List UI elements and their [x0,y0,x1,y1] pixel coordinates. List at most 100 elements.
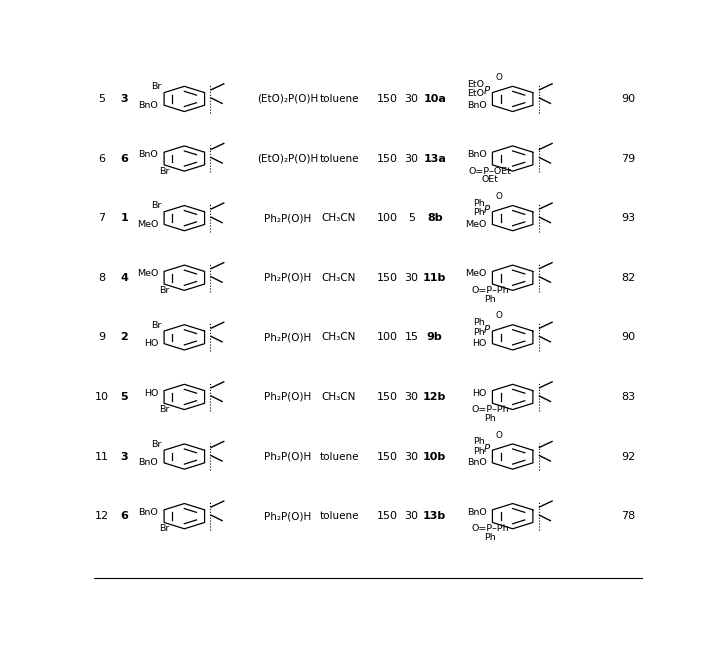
Text: BnO: BnO [467,150,487,159]
Text: 6: 6 [121,511,129,521]
Text: 10b: 10b [423,451,447,462]
Text: (EtO)₂P(O)H: (EtO)₂P(O)H [256,94,318,104]
Text: 2: 2 [121,333,128,342]
Text: MeO: MeO [137,220,158,229]
Text: Ph: Ph [473,318,485,327]
Text: 15: 15 [404,333,419,342]
Text: 1: 1 [121,213,128,223]
Text: BnO: BnO [139,508,158,517]
Text: toluene: toluene [320,511,359,521]
Text: EtO: EtO [467,89,485,98]
Text: 5: 5 [408,213,415,223]
Text: 150: 150 [376,392,397,402]
Text: O=P–Ph: O=P–Ph [472,286,509,295]
Text: Br: Br [159,405,169,415]
Text: P: P [484,443,490,454]
Text: 7: 7 [98,213,106,223]
Text: 12: 12 [95,511,109,521]
Text: toluene: toluene [320,94,359,104]
Text: HO: HO [144,339,158,348]
Text: Ph₂P(O)H: Ph₂P(O)H [264,451,311,462]
Text: EtO: EtO [467,79,485,89]
Text: Br: Br [159,286,169,295]
Text: CH₃CN: CH₃CN [322,273,356,283]
Text: Ph₂P(O)H: Ph₂P(O)H [264,392,311,402]
Text: (EtO)₂P(O)H: (EtO)₂P(O)H [256,154,318,163]
Text: P: P [484,86,490,96]
Text: 9b: 9b [427,333,442,342]
Text: HO: HO [472,339,487,348]
Text: 12b: 12b [423,392,447,402]
Text: 9: 9 [98,333,106,342]
Text: 30: 30 [404,511,419,521]
Text: 78: 78 [621,511,635,521]
Text: 6: 6 [121,154,129,163]
Text: Ph: Ph [473,447,485,456]
Text: 83: 83 [621,392,635,402]
Text: BnO: BnO [139,150,158,159]
Text: 5: 5 [121,392,128,402]
Text: 82: 82 [621,273,635,283]
Text: OEt: OEt [482,175,499,184]
Text: CH₃CN: CH₃CN [322,333,356,342]
Text: O: O [495,192,503,201]
Text: 13b: 13b [423,511,447,521]
Text: Br: Br [151,321,162,329]
Text: MeO: MeO [465,270,487,278]
Text: O: O [495,430,503,440]
Text: 6: 6 [98,154,106,163]
Text: 30: 30 [404,273,419,283]
Text: Br: Br [159,525,169,533]
Text: 11: 11 [95,451,109,462]
Text: O: O [495,73,503,82]
Text: Ph: Ph [485,414,496,423]
Text: 10: 10 [95,392,109,402]
Text: Ph₂P(O)H: Ph₂P(O)H [264,273,311,283]
Text: Ph: Ph [473,437,485,446]
Text: 93: 93 [621,213,635,223]
Text: Ph: Ph [473,199,485,208]
Text: 8b: 8b [427,213,442,223]
Text: 3: 3 [121,94,128,104]
Text: BnO: BnO [467,101,487,110]
Text: 150: 150 [376,154,397,163]
Text: BnO: BnO [467,508,487,517]
Text: O=P–Ph: O=P–Ph [472,405,509,415]
Text: HO: HO [144,388,158,398]
Text: MeO: MeO [465,220,487,229]
Text: 30: 30 [404,154,419,163]
Text: 150: 150 [376,511,397,521]
Text: 11b: 11b [423,273,447,283]
Text: BnO: BnO [467,459,487,467]
Text: BnO: BnO [139,101,158,110]
Text: O=P–OEt: O=P–OEt [469,167,512,176]
Text: CH₃CN: CH₃CN [322,213,356,223]
Text: 4: 4 [121,273,129,283]
Text: P: P [484,205,490,215]
Text: 150: 150 [376,451,397,462]
Text: Ph₂P(O)H: Ph₂P(O)H [264,511,311,521]
Text: Ph: Ph [473,209,485,217]
Text: 30: 30 [404,392,419,402]
Text: MeO: MeO [137,270,158,278]
Text: 30: 30 [404,94,419,104]
Text: Ph₂P(O)H: Ph₂P(O)H [264,213,311,223]
Text: Br: Br [151,82,162,91]
Text: CH₃CN: CH₃CN [322,392,356,402]
Text: 150: 150 [376,273,397,283]
Text: Br: Br [159,167,169,176]
Text: BnO: BnO [139,459,158,467]
Text: 13a: 13a [424,154,446,163]
Text: 30: 30 [404,451,419,462]
Text: O=P–Ph: O=P–Ph [472,525,509,533]
Text: 100: 100 [376,213,397,223]
Text: Br: Br [151,440,162,449]
Text: Ph: Ph [485,295,496,304]
Text: Br: Br [151,201,162,211]
Text: 5: 5 [98,94,106,104]
Text: 150: 150 [376,94,397,104]
Text: Ph: Ph [473,327,485,337]
Text: toluene: toluene [320,451,359,462]
Text: 8: 8 [98,273,106,283]
Text: HO: HO [472,388,487,398]
